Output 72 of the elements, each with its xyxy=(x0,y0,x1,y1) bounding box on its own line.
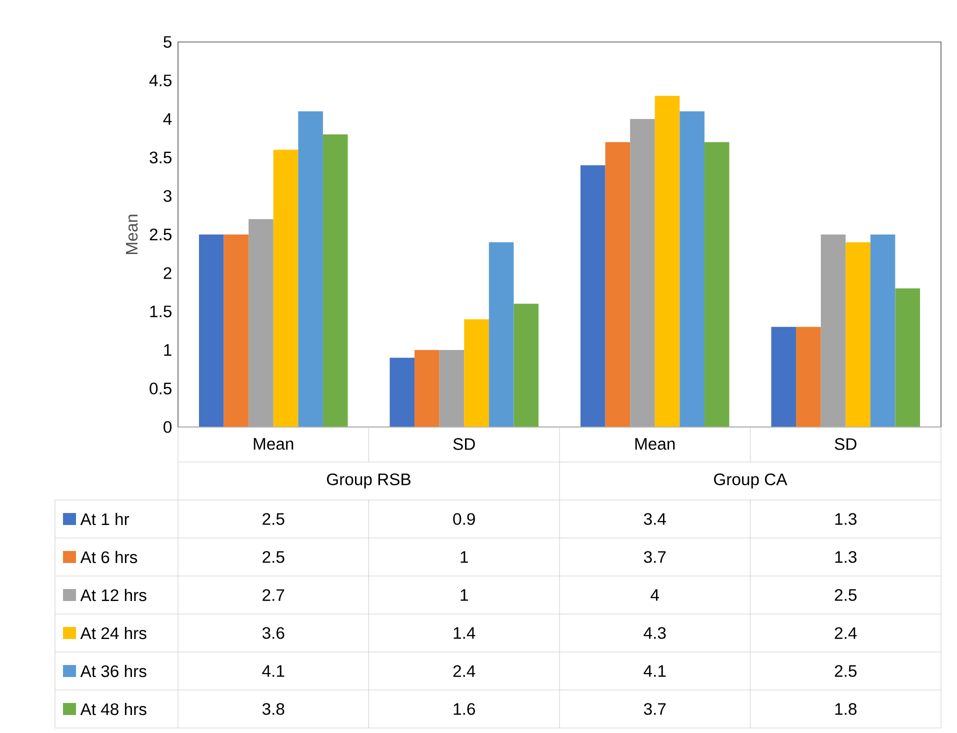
data-label: 2.5 xyxy=(834,665,857,677)
x-tick-label: SD xyxy=(834,438,856,450)
data-label: 4.1 xyxy=(262,665,284,677)
bar xyxy=(870,234,896,428)
data-label: 1 xyxy=(460,551,468,563)
y-tick-label: 5 xyxy=(164,36,172,48)
bar xyxy=(298,111,323,428)
bar xyxy=(605,142,630,428)
y-tick-label: 2.5 xyxy=(150,228,172,240)
bar xyxy=(630,119,655,428)
data-label: 2.7 xyxy=(262,589,284,601)
legend-label: At 6 hrs xyxy=(80,550,138,564)
bar xyxy=(273,150,298,428)
y-tick-label: 1.5 xyxy=(150,306,172,318)
y-tick-label: 3.5 xyxy=(150,152,172,164)
legend-label: At 1 hr xyxy=(80,512,130,526)
bar xyxy=(390,358,415,428)
bar xyxy=(322,134,348,428)
bar xyxy=(654,96,680,428)
data-label: 3.4 xyxy=(644,513,666,525)
bar xyxy=(224,234,249,428)
data-label: 2.4 xyxy=(453,665,476,677)
legend-label: At 24 hrs xyxy=(80,626,146,640)
x-tick-label: Mean xyxy=(635,438,675,450)
bar xyxy=(248,219,274,428)
bar xyxy=(796,326,821,428)
data-label: 4 xyxy=(650,589,660,601)
bar xyxy=(464,319,489,428)
data-label: 3.6 xyxy=(262,627,284,639)
data-label: 3.7 xyxy=(644,703,666,715)
y-tick-label: 0 xyxy=(164,421,172,433)
bar xyxy=(771,326,796,428)
y-tick-label: 3 xyxy=(164,190,172,202)
y-tick-label: 1 xyxy=(164,344,172,356)
legend-label: At 48 hrs xyxy=(80,702,146,716)
data-label: 2.5 xyxy=(834,589,857,601)
data-label: 3.7 xyxy=(644,551,666,563)
bar xyxy=(580,165,606,428)
text: Group RSB xyxy=(326,473,410,489)
y-axis-title: Mean xyxy=(126,214,138,254)
y-tick-label: 4 xyxy=(163,113,172,125)
data-label: 4.3 xyxy=(644,627,666,639)
bar xyxy=(895,288,920,428)
bar xyxy=(488,242,514,428)
data-label: 2.5 xyxy=(262,513,284,525)
data-label: 1.6 xyxy=(454,703,475,715)
x-tick-label: SD xyxy=(453,438,475,450)
x-tick-label: Mean xyxy=(254,438,294,450)
bar xyxy=(514,304,539,428)
data-label: 1.3 xyxy=(835,513,856,525)
data-label: 1.4 xyxy=(454,627,476,639)
data-label: 1.3 xyxy=(835,551,856,563)
y-tick-label: 0.5 xyxy=(150,382,172,394)
data-label: 2.5 xyxy=(262,551,284,563)
data-label: 0.9 xyxy=(453,513,475,525)
text: Group CA xyxy=(714,473,788,489)
data-label: 1.8 xyxy=(835,703,856,715)
data-label: 2.4 xyxy=(834,627,857,639)
legend-label: At 36 hrs xyxy=(80,664,146,678)
data-label: 4.1 xyxy=(644,665,666,677)
data-label: 1 xyxy=(460,589,468,601)
bar xyxy=(846,242,870,428)
legend-label: At 12 hrs xyxy=(80,588,146,602)
bar xyxy=(439,350,464,428)
bar xyxy=(198,234,224,428)
data-label: 3.8 xyxy=(262,703,284,715)
bar xyxy=(704,142,730,428)
bar xyxy=(414,350,440,428)
bar xyxy=(820,234,846,428)
y-tick-label: 4.5 xyxy=(149,74,172,86)
bar xyxy=(680,111,704,428)
y-tick-label: 2 xyxy=(164,267,172,279)
